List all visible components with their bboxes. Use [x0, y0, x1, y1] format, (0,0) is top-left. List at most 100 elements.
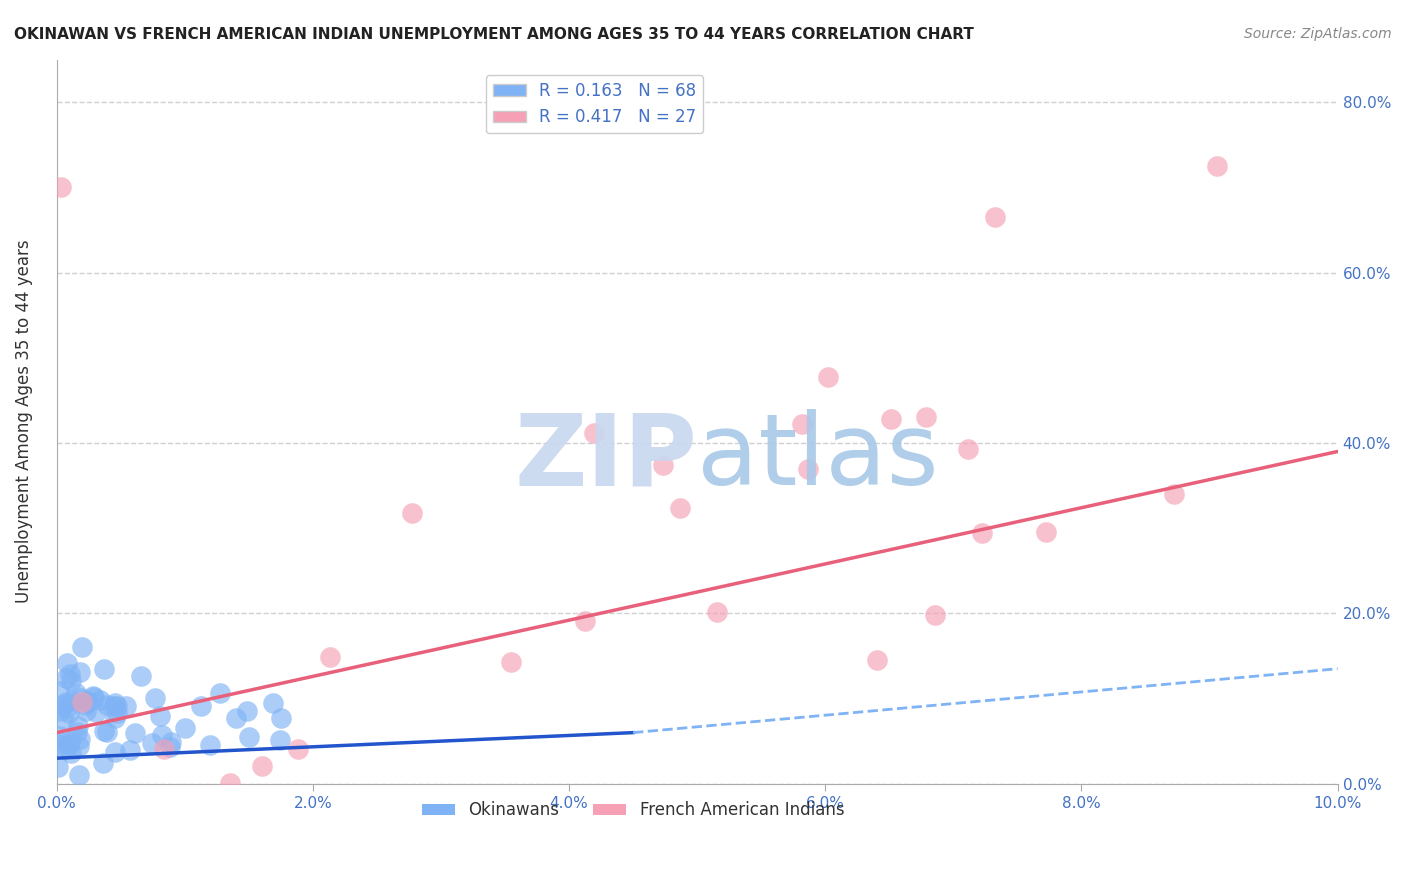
- Point: [159, 739, 181, 754]
- Point: [129, 669, 152, 683]
- Point: [401, 506, 423, 520]
- Point: [84, 705, 107, 719]
- Point: [208, 686, 231, 700]
- Point: [48, 729, 70, 743]
- Point: [56, 656, 79, 670]
- Point: [262, 696, 284, 710]
- Point: [574, 614, 596, 628]
- Text: OKINAWAN VS FRENCH AMERICAN INDIAN UNEMPLOYMENT AMONG AGES 35 TO 44 YEARS CORREL: OKINAWAN VS FRENCH AMERICAN INDIAN UNEMP…: [14, 27, 974, 42]
- Text: ZIP: ZIP: [515, 409, 697, 507]
- Point: [69, 732, 91, 747]
- Point: [73, 698, 96, 713]
- Point: [124, 725, 146, 739]
- Point: [104, 745, 127, 759]
- Point: [70, 695, 93, 709]
- Point: [49, 735, 72, 749]
- Point: [58, 738, 80, 752]
- Point: [252, 758, 274, 772]
- Point: [152, 728, 174, 742]
- Point: [115, 699, 138, 714]
- Point: [55, 671, 77, 685]
- Point: [879, 411, 901, 425]
- Point: [225, 711, 247, 725]
- Point: [51, 180, 73, 194]
- Point: [59, 674, 82, 689]
- Text: Source: ZipAtlas.com: Source: ZipAtlas.com: [1244, 27, 1392, 41]
- Point: [790, 417, 813, 432]
- Point: [93, 723, 115, 738]
- Point: [48, 704, 70, 718]
- Point: [53, 742, 76, 756]
- Point: [52, 698, 75, 713]
- Point: [91, 756, 114, 771]
- Point: [706, 605, 728, 619]
- Point: [218, 776, 240, 790]
- Point: [77, 696, 100, 710]
- Point: [972, 526, 994, 541]
- Point: [797, 462, 820, 476]
- Point: [66, 725, 89, 739]
- Point: [120, 743, 142, 757]
- Point: [269, 732, 291, 747]
- Point: [866, 653, 889, 667]
- Point: [287, 742, 309, 756]
- Point: [59, 735, 82, 749]
- Point: [499, 656, 522, 670]
- Point: [69, 665, 91, 679]
- Point: [270, 711, 292, 725]
- Point: [56, 701, 79, 715]
- Point: [104, 696, 127, 710]
- Point: [105, 698, 128, 713]
- Point: [984, 210, 1007, 224]
- Text: atlas: atlas: [697, 409, 939, 507]
- Point: [153, 742, 176, 756]
- Point: [83, 690, 105, 705]
- Point: [76, 694, 98, 708]
- Point: [75, 704, 97, 718]
- Point: [104, 711, 127, 725]
- Point: [1163, 487, 1185, 501]
- Point: [51, 712, 73, 726]
- Legend: Okinawans, French American Indians: Okinawans, French American Indians: [415, 795, 851, 826]
- Point: [48, 684, 70, 698]
- Point: [59, 746, 82, 760]
- Point: [956, 442, 979, 456]
- Point: [46, 760, 69, 774]
- Point: [174, 721, 197, 735]
- Point: [67, 767, 90, 781]
- Point: [105, 706, 128, 720]
- Point: [65, 686, 87, 700]
- Point: [915, 409, 938, 424]
- Point: [669, 500, 692, 515]
- Point: [103, 698, 125, 713]
- Point: [55, 695, 77, 709]
- Point: [924, 608, 946, 623]
- Point: [141, 736, 163, 750]
- Point: [58, 667, 80, 681]
- Point: [82, 689, 104, 703]
- Point: [58, 706, 80, 720]
- Point: [66, 719, 89, 733]
- Point: [67, 739, 90, 753]
- Point: [200, 738, 222, 752]
- Point: [69, 690, 91, 705]
- Point: [96, 698, 118, 712]
- Point: [236, 704, 259, 718]
- Point: [238, 730, 260, 744]
- Point: [49, 739, 72, 753]
- Point: [652, 458, 675, 472]
- Point: [89, 692, 111, 706]
- Point: [1205, 159, 1227, 173]
- Point: [190, 698, 212, 713]
- Point: [583, 425, 606, 440]
- Point: [817, 369, 839, 384]
- Point: [1035, 525, 1057, 540]
- Point: [160, 735, 183, 749]
- Point: [60, 694, 83, 708]
- Point: [96, 725, 118, 739]
- Point: [149, 709, 172, 723]
- Y-axis label: Unemployment Among Ages 35 to 44 years: Unemployment Among Ages 35 to 44 years: [15, 240, 32, 604]
- Point: [70, 640, 93, 654]
- Point: [93, 662, 115, 676]
- Point: [143, 691, 166, 706]
